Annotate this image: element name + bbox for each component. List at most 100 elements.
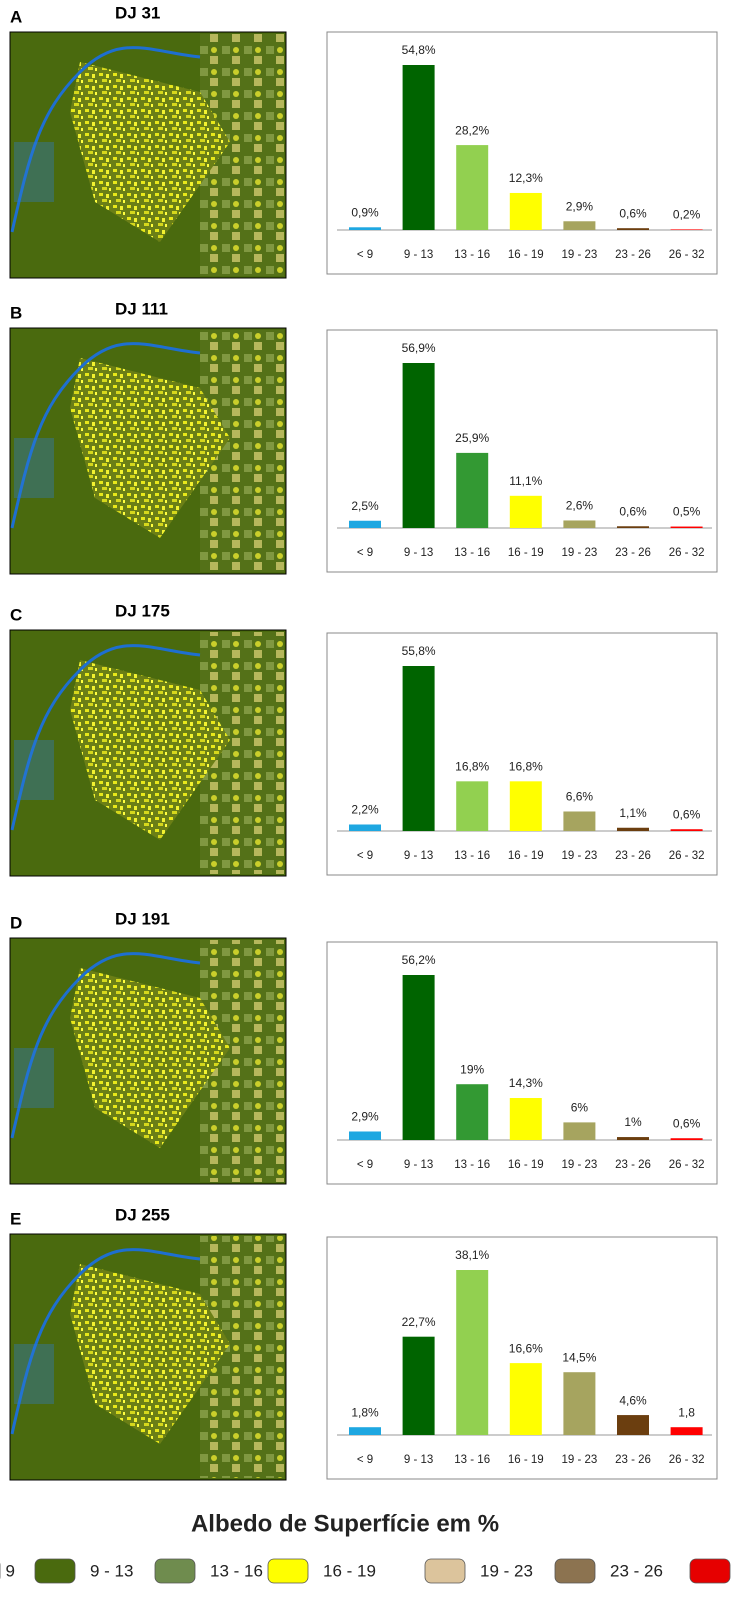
bar	[671, 1427, 703, 1435]
value-label: 1,1%	[619, 806, 647, 820]
x-tick-label: 13 - 16	[454, 547, 490, 559]
x-tick-label: 26 - 32	[669, 547, 705, 559]
x-tick-label: 26 - 32	[669, 249, 705, 261]
bar	[403, 1337, 435, 1435]
panel-label: C	[10, 605, 22, 624]
legend-swatch	[35, 1559, 75, 1583]
bar	[456, 1270, 488, 1435]
bar	[671, 829, 703, 831]
x-tick-label: 23 - 26	[615, 1159, 651, 1171]
bar	[349, 227, 381, 230]
value-label: 14,3%	[509, 1076, 543, 1090]
value-label: 38,1%	[455, 1248, 489, 1262]
value-label: 0,9%	[351, 205, 379, 219]
value-label: 2,5%	[351, 499, 379, 513]
x-tick-label: < 9	[357, 1454, 373, 1466]
x-tick-label: 16 - 19	[508, 1454, 544, 1466]
x-tick-label: < 9	[357, 249, 373, 261]
value-label: 6%	[571, 1101, 589, 1115]
x-tick-label: < 9	[357, 547, 373, 559]
panel-label: D	[10, 913, 22, 932]
x-tick-label: 26 - 32	[669, 1454, 705, 1466]
value-label: 2,9%	[351, 1110, 379, 1124]
x-tick-label: 13 - 16	[454, 850, 490, 862]
bar	[349, 824, 381, 831]
x-tick-label: 9 - 13	[404, 1454, 433, 1466]
bar	[510, 1363, 542, 1435]
value-label: 2,6%	[566, 499, 594, 513]
x-tick-label: 19 - 23	[561, 1159, 597, 1171]
value-label: 0,6%	[673, 807, 701, 821]
map-water	[14, 438, 54, 498]
bar	[510, 1098, 542, 1140]
bar	[403, 363, 435, 528]
value-label: 54,8%	[402, 43, 436, 57]
bar	[403, 975, 435, 1140]
value-label: 16,8%	[455, 759, 489, 773]
bar	[563, 221, 595, 230]
x-tick-label: 9 - 13	[404, 249, 433, 261]
map-water	[14, 740, 54, 800]
legend-label: 9 - 13	[90, 1561, 133, 1580]
value-label: 16,8%	[509, 759, 543, 773]
map-water	[14, 1344, 54, 1404]
figure: ADJ 310,9%< 954,8%9 - 1328,2%13 - 1612,3…	[0, 0, 731, 1597]
bar	[510, 193, 542, 230]
value-label: 16,6%	[509, 1341, 543, 1355]
legend-label: 23 - 26	[610, 1561, 663, 1580]
map-water	[14, 1048, 54, 1108]
panel: DDJ 1912,9%< 956,2%9 - 1319%13 - 1614,3%…	[10, 909, 717, 1184]
bar	[671, 527, 703, 528]
value-label: 0,2%	[673, 208, 701, 222]
legend-swatch	[425, 1559, 465, 1583]
x-tick-label: 26 - 32	[669, 850, 705, 862]
value-label: 56,9%	[402, 341, 436, 355]
bar	[617, 1415, 649, 1435]
chart-title: DJ 111	[115, 299, 168, 318]
bar	[403, 65, 435, 230]
bar	[349, 521, 381, 528]
value-label: 56,2%	[402, 953, 436, 967]
bar	[510, 496, 542, 528]
chart-title: DJ 191	[115, 909, 170, 928]
value-label: 22,7%	[402, 1315, 436, 1329]
value-label: 1,8%	[351, 1405, 379, 1419]
x-tick-label: < 9	[357, 1159, 373, 1171]
bar	[617, 228, 649, 230]
legend-label: 13 - 16	[210, 1561, 263, 1580]
bar	[456, 781, 488, 831]
x-tick-label: 13 - 16	[454, 1454, 490, 1466]
x-tick-label: 23 - 26	[615, 547, 651, 559]
x-tick-label: 13 - 16	[454, 249, 490, 261]
value-label: 28,2%	[455, 123, 489, 137]
bar	[671, 229, 703, 230]
legend-swatch	[555, 1559, 595, 1583]
bar	[349, 1131, 381, 1140]
chart-frame	[327, 942, 717, 1184]
legend-label: 16 - 19	[323, 1561, 376, 1580]
panel-label: A	[10, 7, 22, 26]
bar	[403, 666, 435, 831]
value-label: 1%	[624, 1115, 642, 1129]
chart-frame	[327, 330, 717, 572]
chart-frame	[327, 633, 717, 875]
bar	[563, 1122, 595, 1140]
value-label: 6,6%	[566, 790, 594, 804]
bar	[617, 828, 649, 831]
x-tick-label: 19 - 23	[561, 249, 597, 261]
value-label: 2,2%	[351, 803, 379, 817]
bar	[563, 811, 595, 831]
value-label: 1,8	[678, 1405, 695, 1419]
x-tick-label: 16 - 19	[508, 850, 544, 862]
x-tick-label: 16 - 19	[508, 249, 544, 261]
legend-title: Albedo de Superfície em %	[191, 1510, 499, 1537]
value-label: 4,6%	[619, 1393, 647, 1407]
x-tick-label: 23 - 26	[615, 1454, 651, 1466]
bar	[456, 453, 488, 528]
x-tick-label: 26 - 32	[669, 1159, 705, 1171]
panel-label: B	[10, 303, 22, 322]
